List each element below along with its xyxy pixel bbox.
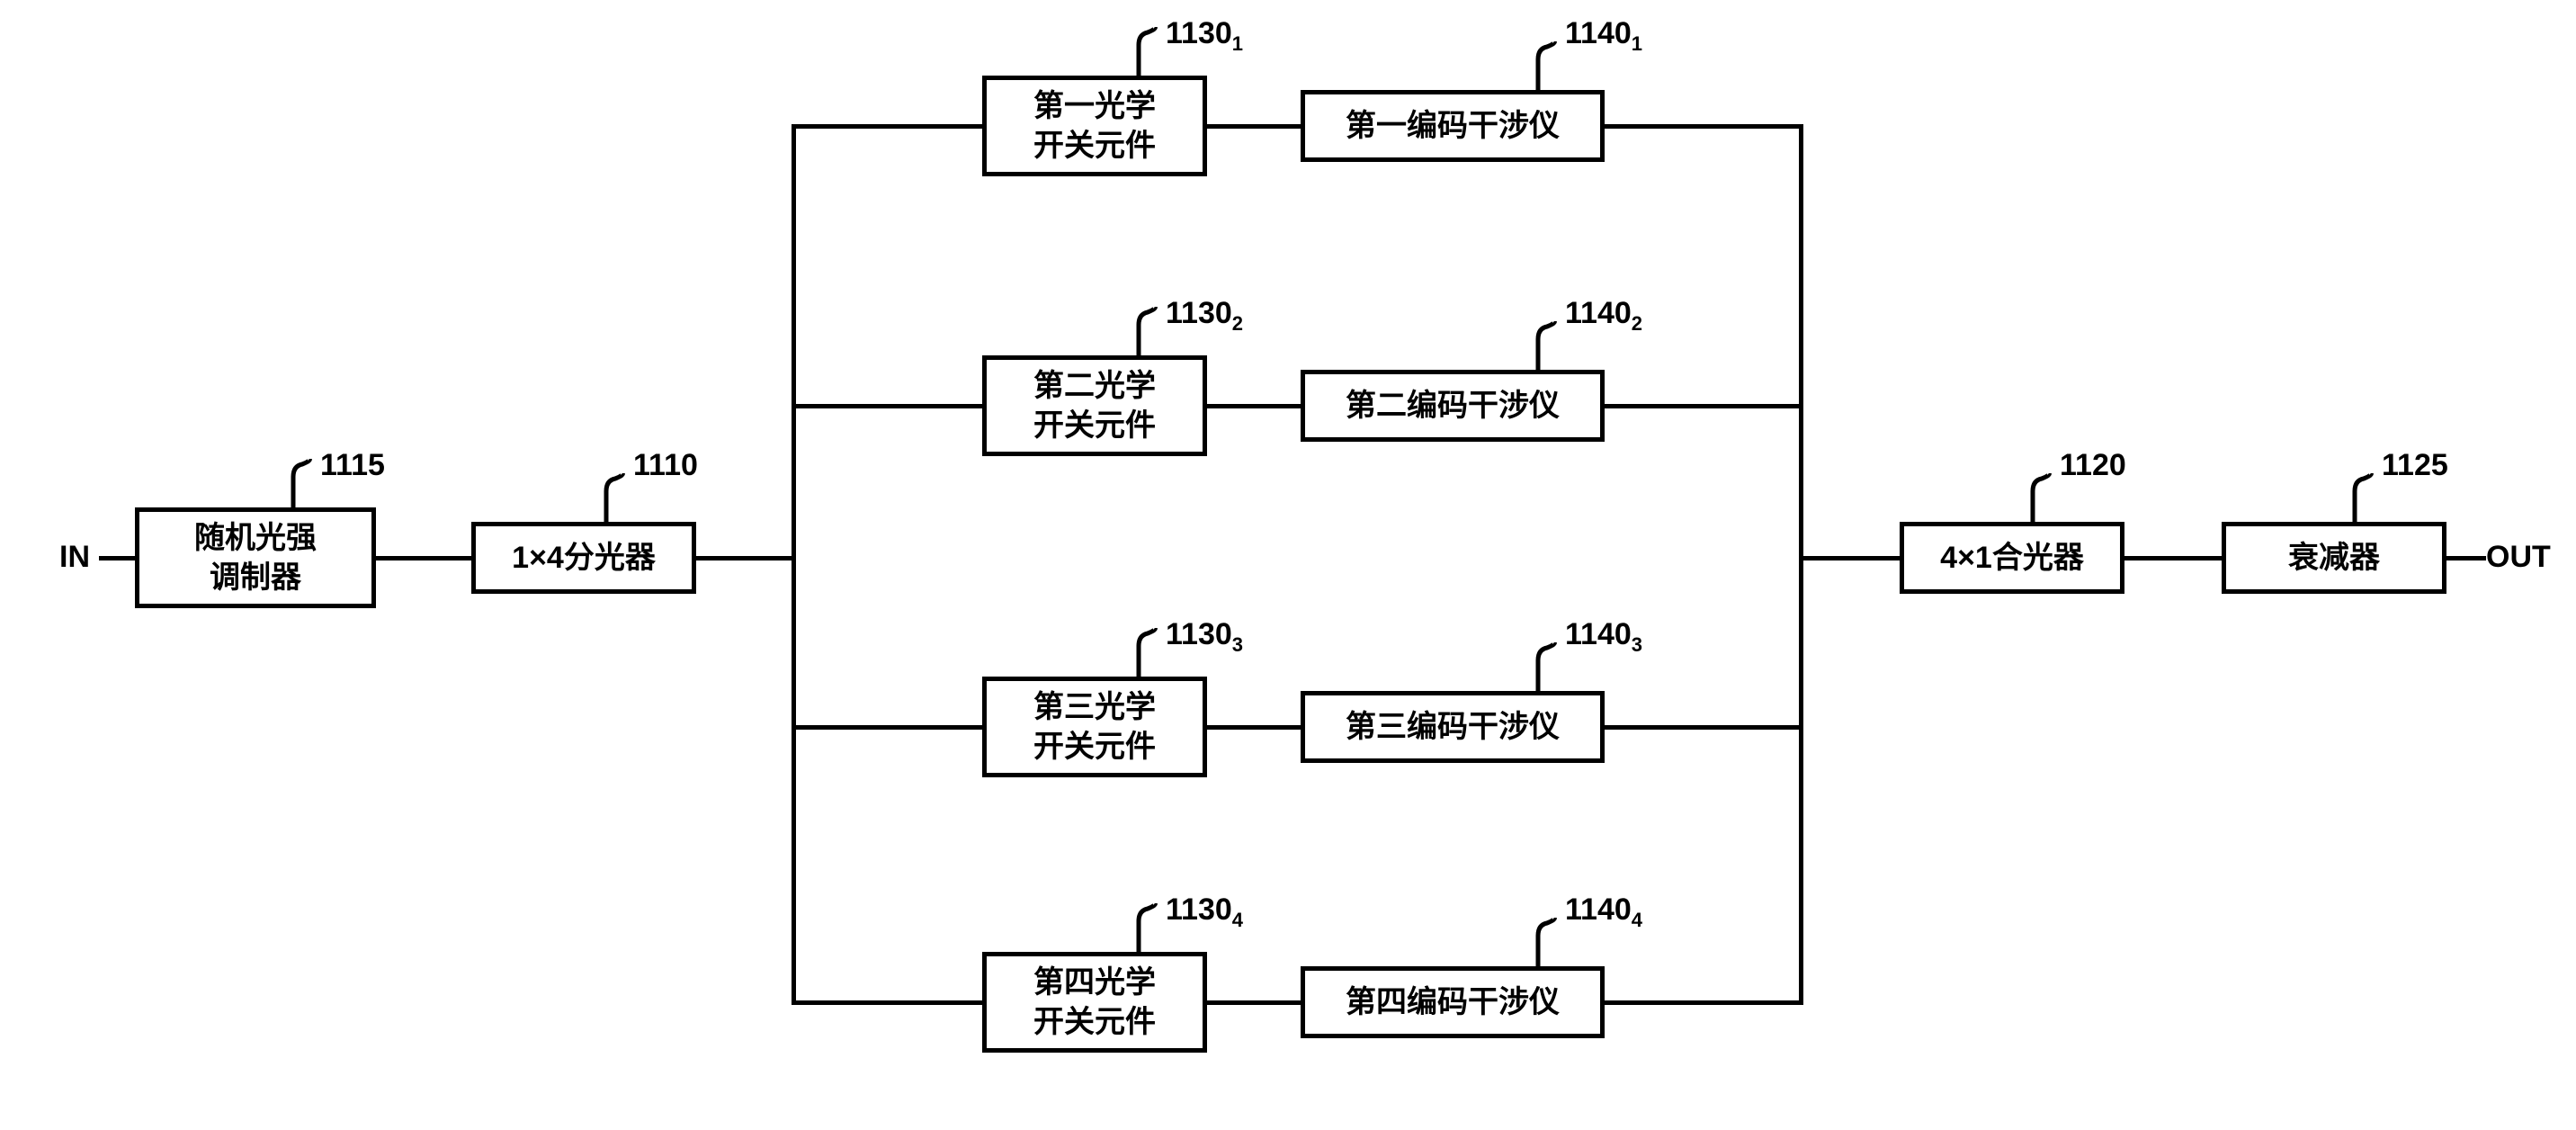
callout-icon — [2029, 473, 2054, 524]
edge — [792, 124, 982, 129]
box-text: 第四编码干涉仪 — [1346, 982, 1560, 1022]
edge — [1207, 725, 1301, 730]
callout-icon — [1135, 307, 1160, 357]
edge — [792, 404, 982, 408]
out-label: OUT — [2486, 540, 2551, 575]
ref-label: 11403 — [1565, 617, 1642, 657]
box-text: 开关元件 — [1033, 408, 1156, 443]
edge — [792, 124, 796, 1005]
edge — [1799, 556, 1900, 561]
box-text: 开关元件 — [1033, 1005, 1156, 1039]
ref-label: 11402 — [1565, 296, 1642, 336]
ref-label: 11303 — [1166, 617, 1243, 657]
box-text: 衰减器 — [2288, 538, 2380, 578]
edge — [792, 1000, 982, 1005]
callout-icon — [1534, 41, 1560, 92]
box-text: 第三编码干涉仪 — [1346, 707, 1560, 747]
edge — [1207, 404, 1301, 408]
callout-icon — [1135, 903, 1160, 954]
callout-icon — [2351, 473, 2376, 524]
node-encoder-interferometer-2: 第二编码干涉仪 — [1301, 370, 1605, 442]
edge — [1605, 1000, 1803, 1005]
ref-label: 11301 — [1166, 16, 1243, 56]
node-optical-switch-2: 第二光学 开关元件 — [982, 355, 1207, 456]
callout-icon — [1534, 321, 1560, 372]
node-splitter: 1×4分光器 — [471, 522, 696, 594]
box-text: 开关元件 — [1033, 129, 1156, 163]
box-text: 开关元件 — [1033, 730, 1156, 764]
ref-label: 11404 — [1565, 892, 1642, 932]
ref-label: 11401 — [1565, 16, 1642, 56]
callout-icon — [290, 459, 315, 509]
box-text: 4×1合光器 — [1940, 538, 2084, 578]
node-encoder-interferometer-4: 第四编码干涉仪 — [1301, 966, 1605, 1038]
callout-icon — [1534, 642, 1560, 693]
ref-label: 1125 — [2382, 448, 2448, 483]
edge — [1605, 404, 1803, 408]
callout-icon — [603, 473, 628, 524]
edge — [696, 556, 796, 561]
edge — [1799, 124, 1803, 1005]
edge — [2124, 556, 2222, 561]
box-text: 第三光学 — [1033, 690, 1156, 724]
edge — [792, 725, 982, 730]
ref-label: 1110 — [633, 448, 698, 483]
node-attenuator: 衰减器 — [2222, 522, 2446, 594]
box-text: 调制器 — [210, 561, 301, 595]
ref-label: 11304 — [1166, 892, 1243, 932]
box-text: 1×4分光器 — [512, 538, 656, 578]
node-optical-switch-1: 第一光学 开关元件 — [982, 76, 1207, 176]
edge — [1605, 725, 1803, 730]
node-encoder-interferometer-3: 第三编码干涉仪 — [1301, 691, 1605, 763]
node-optical-switch-3: 第三光学 开关元件 — [982, 677, 1207, 777]
edge — [2446, 556, 2486, 561]
edge — [99, 556, 135, 561]
node-random-intensity-modulator: 随机光强 调制器 — [135, 507, 376, 608]
in-label: IN — [59, 540, 90, 575]
callout-icon — [1135, 27, 1160, 77]
edge — [1605, 124, 1803, 129]
node-combiner: 4×1合光器 — [1900, 522, 2124, 594]
box-text: 第一编码干涉仪 — [1346, 106, 1560, 146]
callout-icon — [1534, 918, 1560, 968]
box-text: 第二光学 — [1033, 369, 1156, 403]
callout-icon — [1135, 628, 1160, 678]
edge — [376, 556, 471, 561]
ref-label: 1115 — [320, 448, 385, 483]
box-text: 第二编码干涉仪 — [1346, 386, 1560, 426]
edge — [1207, 124, 1301, 129]
ref-label: 1120 — [2060, 448, 2126, 483]
node-optical-switch-4: 第四光学 开关元件 — [982, 952, 1207, 1053]
box-text: 第一光学 — [1033, 89, 1156, 123]
node-encoder-interferometer-1: 第一编码干涉仪 — [1301, 90, 1605, 162]
box-text: 第四光学 — [1033, 965, 1156, 1000]
ref-label: 11302 — [1166, 296, 1243, 336]
diagram-canvas: IN OUT 随机光强 调制器 1115 1×4分光器 1110 — [0, 0, 2576, 1130]
box-text: 随机光强 — [194, 521, 317, 555]
edge — [1207, 1000, 1301, 1005]
